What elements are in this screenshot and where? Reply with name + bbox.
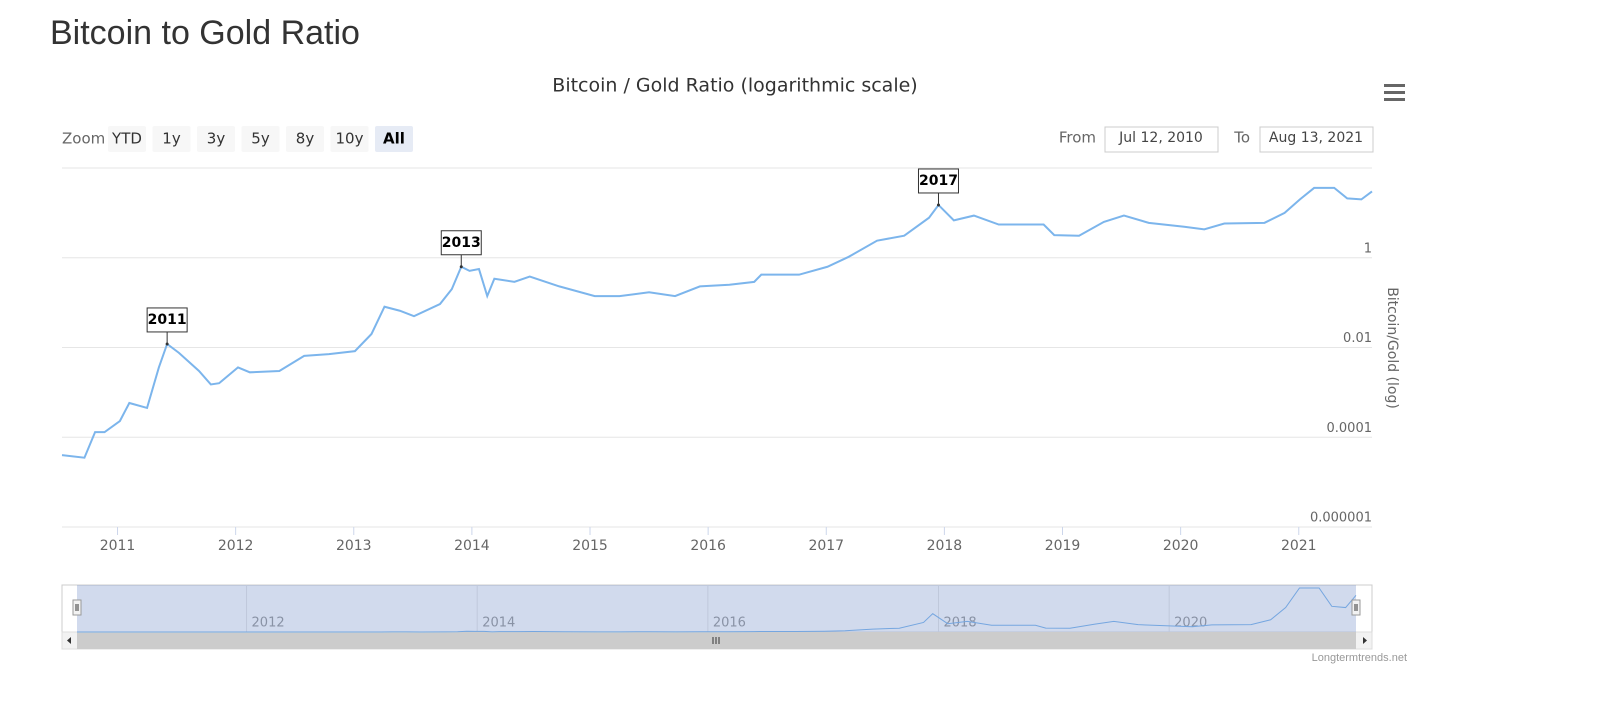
from-label: From	[1059, 129, 1096, 147]
y-tick-label: 0.0001	[1327, 421, 1373, 436]
x-tick-label: 2017	[808, 538, 844, 554]
annotation-box	[146, 307, 188, 333]
annotation-box	[440, 230, 482, 256]
from-value: Jul 12, 2010	[1118, 130, 1203, 146]
navigator-handle[interactable]	[1351, 599, 1361, 616]
x-tick-label: 2014	[454, 538, 490, 554]
y-axis-title: Bitcoin/Gold (log)	[1384, 287, 1400, 409]
zoom-button-label: 3y	[207, 130, 226, 148]
x-tick-label: 2012	[218, 538, 254, 554]
navigator-tick-label: 2014	[482, 616, 515, 631]
scroll-left[interactable]	[67, 637, 71, 644]
credit: Longtermtrends.net	[1312, 652, 1407, 664]
zoom-button-label: All	[383, 130, 405, 148]
annotation-label: 2017	[919, 173, 958, 189]
y-tick-label: 0.01	[1343, 331, 1372, 346]
zoom-button[interactable]	[197, 126, 235, 152]
zoom-button[interactable]	[241, 126, 280, 152]
zoom-button[interactable]	[375, 126, 413, 152]
to-value: Aug 13, 2021	[1269, 130, 1363, 146]
navigator-mask	[77, 585, 1356, 632]
y-tick-label: 1	[1364, 241, 1372, 256]
navigator	[61, 584, 1373, 633]
x-tick-label: 2011	[100, 538, 136, 554]
annotation-point	[459, 265, 463, 269]
navigator-tick-label: 2018	[944, 616, 977, 631]
menu-bar	[1384, 91, 1405, 94]
annotation-label: 2011	[148, 312, 187, 328]
annotation-label: 2013	[442, 235, 481, 251]
y-tick-label: 0.000001	[1310, 511, 1372, 526]
annotation-point	[165, 342, 169, 346]
to-input[interactable]	[1259, 126, 1374, 153]
navigator-tick-label: 2012	[252, 616, 285, 631]
from-input[interactable]	[1104, 126, 1219, 153]
scroll-grip	[712, 637, 720, 644]
menu-button[interactable]	[1384, 84, 1405, 101]
navigator-handle[interactable]	[72, 599, 82, 616]
zoom-button[interactable]	[330, 126, 369, 152]
x-tick-label: 2021	[1281, 538, 1317, 554]
annotation-point	[936, 203, 940, 207]
scroll-right[interactable]	[1363, 637, 1367, 644]
zoom-button-label: YTD	[111, 130, 142, 148]
x-tick-label: 2013	[336, 538, 372, 554]
zoom-button-label: 10y	[336, 130, 364, 148]
data-line	[61, 186, 1373, 459]
zoom-button-label: 8y	[296, 130, 315, 148]
menu-bar	[1384, 84, 1405, 87]
zoom-label: Zoom	[62, 130, 105, 148]
x-tick-label: 2019	[1045, 538, 1081, 554]
x-tick-label: 2020	[1163, 538, 1199, 554]
x-tick-label: 2016	[690, 538, 726, 554]
navigator-handle-grip	[75, 604, 79, 611]
annotation-box	[917, 168, 959, 194]
chart-title: Bitcoin / Gold Ratio (logarithmic scale)	[552, 75, 917, 97]
to-label: To	[1233, 129, 1250, 147]
menu-bar	[1384, 98, 1405, 101]
navigator-line	[77, 587, 1357, 633]
zoom-button-label: 5y	[251, 130, 270, 148]
zoom-button[interactable]	[286, 126, 324, 152]
x-tick-label: 2015	[572, 538, 608, 554]
zoom-button-label: 1y	[162, 130, 181, 148]
x-tick-label: 2018	[927, 538, 963, 554]
navigator-handle-grip	[1354, 604, 1358, 611]
page-title: Bitcoin to Gold Ratio	[50, 14, 360, 52]
zoom-button[interactable]	[108, 126, 146, 152]
zoom-button[interactable]	[152, 126, 191, 152]
navigator-tick-label: 2016	[713, 616, 746, 631]
